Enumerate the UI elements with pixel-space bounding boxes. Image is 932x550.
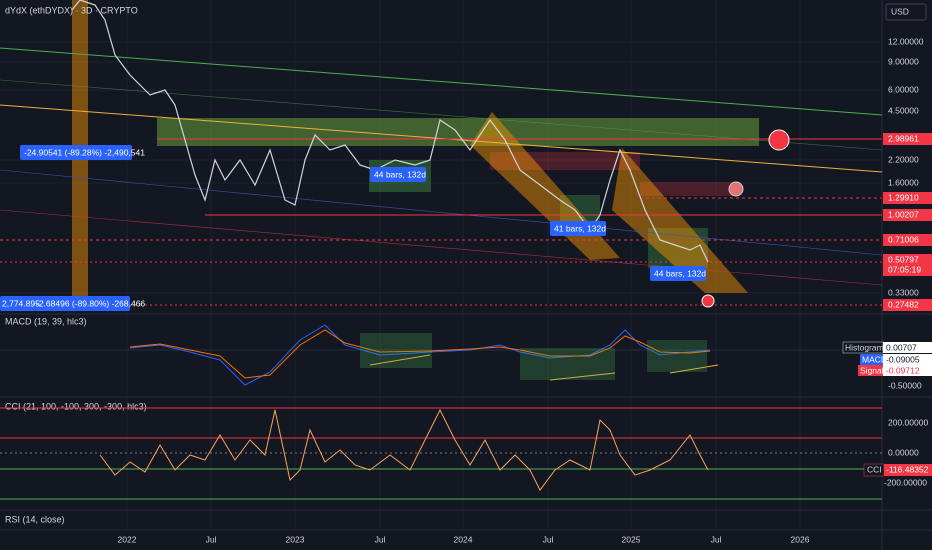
measure-label: 44 bars, 132d (654, 268, 706, 278)
time-label: Jul (206, 534, 217, 544)
price-label: 6.00000 (888, 84, 919, 94)
time-label: Jul (375, 534, 386, 544)
price-label: 9.00000 (888, 56, 919, 66)
legend-value: -116.48352 (886, 464, 929, 474)
time-label: Jul (711, 534, 722, 544)
price-label: 1.29910 (888, 192, 919, 202)
cci-plot (0, 407, 882, 500)
cci-label: CCI (21, 100, -100, 300, -300, hlc3) (5, 401, 147, 411)
price-label: 2.98961 (888, 133, 919, 143)
legend-value: -0.09712 (886, 365, 920, 375)
macd-plot (0, 324, 882, 386)
currency[interactable]: USD (891, 6, 909, 16)
price-label: 0.71006 (888, 234, 919, 244)
price-badge (883, 234, 932, 246)
legend-value: 0.00707 (886, 342, 917, 352)
price-label: 4.50000 (888, 105, 919, 115)
time-label: 2025 (622, 534, 641, 544)
macd-label: MACD (19, 39, hlc3) (5, 316, 87, 326)
measure-label: 2,774.895 (2, 298, 40, 308)
time-label: 2024 (454, 534, 473, 544)
price-axis: 12.00000 9.00000 6.00000 4.50000 2.98961 2.20… (883, 36, 932, 311)
price-label: 0.33000 (888, 287, 919, 297)
price-badge (883, 254, 932, 266)
price-label: 0.50797 (888, 254, 919, 264)
measure-label: -2.68496 (-89.80%) -268,466 (36, 298, 145, 308)
time-axis: 2022 Jul 2023 Jul 2024 Jul 2025 Jul 2026 (118, 534, 810, 544)
measure-label: 41 bars, 132d (554, 223, 606, 233)
price-badge (883, 299, 932, 311)
measure-label: -24.90541 (-89.28%) -2,490,541 (24, 147, 145, 157)
axis-label: -0.50000 (888, 380, 922, 390)
price-label: 12.00000 (888, 36, 924, 46)
legend-name: CCI (867, 464, 882, 474)
price-badge (883, 192, 932, 204)
time-label: 2022 (118, 534, 137, 544)
chart-title: dYdX (ethDYDX) · 3D · CRYPTO (5, 5, 138, 15)
time-label: Jul (543, 534, 554, 544)
time-label: 2026 (791, 534, 810, 544)
price-badge (883, 133, 932, 145)
price-label: 0.27482 (888, 299, 919, 309)
price-label: 1.60000 (888, 177, 919, 187)
currency-button[interactable] (885, 3, 927, 21)
legend-name: Signal (860, 365, 884, 375)
legend-name: MACD (862, 354, 887, 364)
legend-value: -0.09005 (886, 354, 920, 364)
price-label: 07:05:19 (888, 264, 921, 274)
time-label: 2023 (286, 534, 305, 544)
axis-label: 200.00000 (888, 417, 928, 427)
price-badge (883, 209, 932, 221)
axis-label: -200.00000 (884, 477, 927, 487)
price-label: 1.00207 (888, 209, 919, 219)
annotations: -24.90541 (-89.28%) -2,490,541 44 bars, … (0, 145, 706, 311)
price-label: 2.20000 (888, 154, 919, 164)
measure-label: 44 bars, 132d (374, 169, 426, 179)
rsi-label: RSI (14, close) (5, 514, 65, 524)
price-badge (883, 264, 932, 276)
axis-label: 0.00000 (888, 447, 919, 457)
legend-name: Histogram (845, 342, 884, 352)
